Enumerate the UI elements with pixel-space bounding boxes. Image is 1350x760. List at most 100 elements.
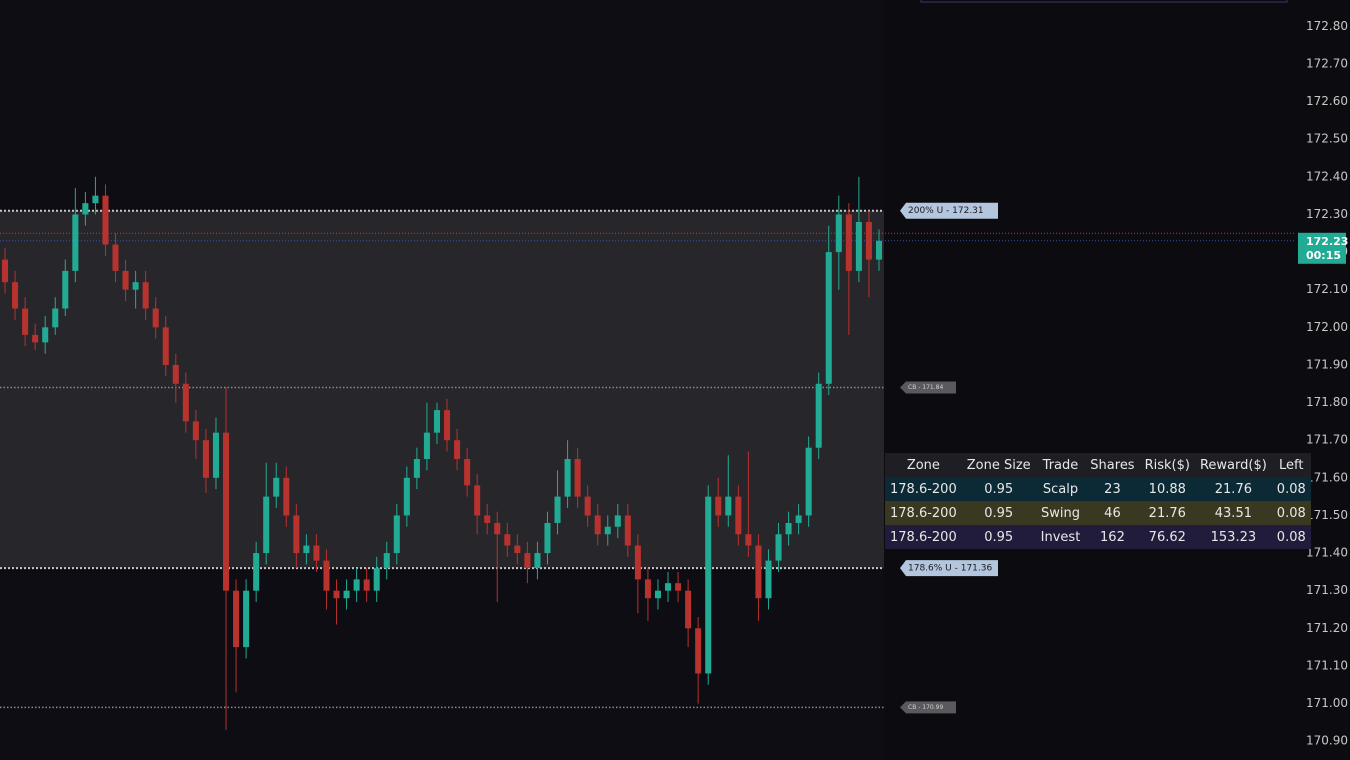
candle-body: [383, 553, 390, 569]
candle-body: [82, 203, 89, 215]
table-cell: 0.08: [1276, 529, 1306, 545]
candle-body: [604, 526, 611, 535]
candle-body: [132, 282, 139, 290]
candle-body: [353, 579, 360, 591]
candle-body: [263, 496, 270, 554]
candle-body: [2, 259, 9, 283]
level-tag: [900, 202, 998, 219]
candle-body: [574, 459, 581, 497]
level-label: 178.6% U - 171.36: [908, 564, 992, 574]
table-row: 178.6-200 0.95 Swing 46 21.76 43.51 0.08: [885, 501, 1311, 525]
candle-body: [725, 496, 732, 516]
candle-body: [624, 515, 631, 546]
table-row: 178.6-200 0.95 Scalp 23 10.88 21.76 0.08: [885, 477, 1311, 501]
candle-body: [182, 383, 189, 422]
table-cell: 21.76: [1214, 481, 1252, 497]
y-tick-label: 170.90: [1306, 734, 1348, 748]
candle-body: [92, 195, 99, 204]
y-tick-label: 172.00: [1306, 320, 1348, 334]
candle-body: [343, 590, 350, 599]
y-tick-label: 171.20: [1306, 621, 1348, 635]
candle-body: [423, 432, 430, 460]
y-tick-label: 171.40: [1306, 546, 1348, 560]
candle-body: [544, 522, 551, 554]
candle-body: [162, 327, 169, 365]
candle-body: [795, 515, 802, 523]
column-header: Reward($): [1194, 453, 1272, 477]
candle-body: [825, 252, 832, 384]
table-cell: 21.76: [1148, 505, 1186, 521]
table-cell: Invest: [1040, 529, 1081, 545]
candle-body: [413, 459, 420, 478]
table-cell: 0.95: [984, 481, 1014, 497]
price-box: [1298, 232, 1346, 264]
y-tick-label: 171.70: [1306, 433, 1348, 447]
table-cell: 23: [1104, 481, 1121, 497]
panel-edge: [920, 0, 1288, 3]
candle-body: [233, 590, 240, 648]
candle-body: [644, 579, 651, 599]
level-tag: [900, 560, 998, 577]
column-header: Left: [1271, 453, 1311, 477]
y-tick-label: 171.80: [1306, 395, 1348, 409]
table-cell: 162: [1100, 529, 1125, 545]
candle-body: [554, 496, 561, 523]
candle-body: [333, 590, 340, 599]
level-label: 200% U - 172.31: [908, 206, 984, 216]
y-tick-label: 172.10: [1306, 282, 1348, 296]
candle-body: [584, 496, 591, 516]
candle-body: [142, 282, 149, 309]
candle-body: [464, 459, 471, 486]
table-cell: 0.08: [1276, 505, 1306, 521]
level-tag: [900, 701, 956, 714]
candle-body: [685, 590, 692, 629]
candle-body: [695, 628, 702, 674]
table-cell: 0.95: [984, 505, 1014, 521]
candle-body: [564, 459, 571, 497]
y-tick-label: 171.90: [1306, 357, 1348, 371]
table-cell: 178.6-200: [890, 481, 957, 497]
candle-body: [835, 214, 842, 253]
table-cell: 76.62: [1148, 529, 1186, 545]
y-tick-label: 171.30: [1306, 583, 1348, 597]
candle-body: [675, 583, 682, 591]
y-tick-label: 171.60: [1306, 470, 1348, 484]
candle-body: [12, 282, 19, 309]
candle-body: [594, 515, 601, 535]
candle-body: [393, 515, 400, 554]
candle-body: [223, 432, 230, 591]
candle-body: [634, 545, 641, 580]
candle-body: [273, 477, 280, 497]
candle-body: [534, 553, 541, 569]
candle-body: [494, 522, 501, 535]
y-tick-label: 172.80: [1306, 19, 1348, 33]
candle-body: [72, 214, 79, 271]
header-row: Zone Zone Size Trade Shares Risk($) Reward($)…: [885, 453, 1311, 477]
candle-body: [283, 477, 290, 516]
y-tick-label: 172.70: [1306, 56, 1348, 70]
zone: [0, 210, 884, 569]
candle-body: [785, 522, 792, 535]
candle-body: [32, 334, 39, 343]
candle-body: [514, 545, 521, 554]
candle-body: [243, 590, 250, 648]
candle-body: [654, 590, 661, 599]
candle-body: [433, 410, 440, 433]
candle-body: [504, 534, 511, 546]
table-cell: 178.6-200: [890, 505, 957, 521]
y-tick-label: 172.50: [1306, 132, 1348, 146]
table-cell: 153.23: [1210, 529, 1257, 545]
candle-body: [253, 553, 260, 591]
table-cell: 43.51: [1214, 505, 1252, 521]
column-header: Trade: [1035, 453, 1086, 477]
level-label: CB - 170.99: [908, 704, 943, 711]
last-price-label: 172.23: [1306, 235, 1348, 248]
candle-body: [403, 477, 410, 516]
candle-body: [865, 221, 872, 260]
candle-body: [323, 560, 330, 591]
table-cell: 178.6-200: [890, 529, 957, 545]
y-tick-label: 172.60: [1306, 94, 1348, 108]
candle-body: [705, 496, 712, 674]
candle-body: [202, 440, 209, 478]
